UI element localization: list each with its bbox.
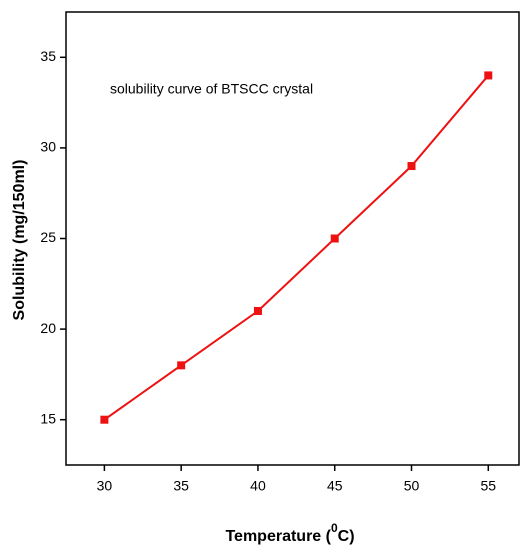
x-tick-label: 45 [327,478,343,494]
annotation: solubility curve of BTSCC crystal [110,81,313,97]
x-label-end: C) [338,528,355,545]
y-tick-label: 15 [40,410,56,426]
data-line [103,74,490,421]
y-tick-label: 35 [40,48,56,64]
x-tick-label: 50 [404,478,420,494]
x-tick-label: 30 [97,478,113,494]
data-point [100,415,109,424]
y-axis-label: Solubility (mg/150ml) [11,160,28,321]
x-axis-label: Temperature (0C) [225,521,354,545]
x-tick-label: 40 [250,478,266,494]
x-tick-label: 35 [173,478,189,494]
x-label-sup: 0 [331,521,338,535]
y-tick-label: 20 [40,320,56,336]
x-label-text: Temperature ( [225,528,331,545]
y-tick-label: 25 [40,229,56,245]
data-point [253,306,262,315]
data-point [484,71,493,80]
data-point [407,162,416,171]
x-tick-label: 55 [480,478,496,494]
y-tick-label: 30 [40,139,56,155]
data-point [177,361,186,370]
data-point [330,234,339,243]
